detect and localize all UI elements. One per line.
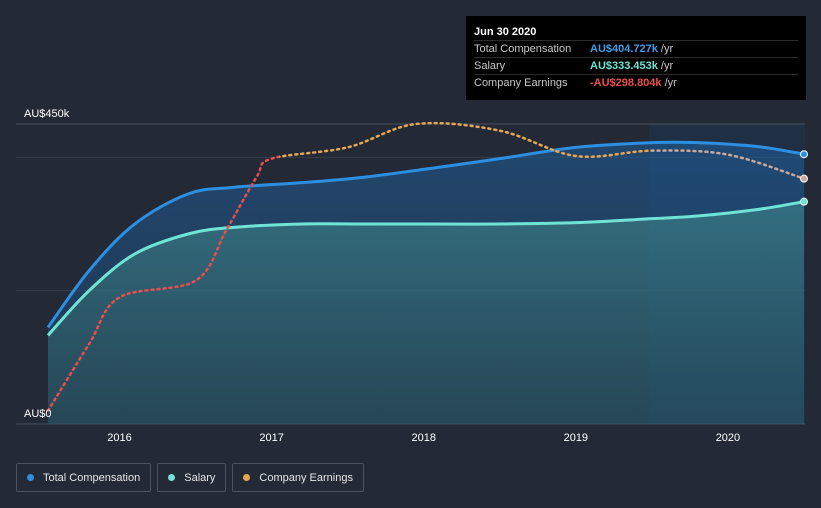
tooltip-label: Total Compensation bbox=[474, 43, 572, 55]
series-lines bbox=[46, 121, 806, 412]
legend-dot-icon bbox=[168, 474, 176, 481]
y-tick-label-zero: AU$0 bbox=[24, 408, 52, 420]
total-compensation-line bbox=[46, 140, 805, 329]
chart-legend: Total Compensation Salary Company Earnin… bbox=[16, 463, 370, 492]
legend-dot-icon bbox=[243, 474, 251, 481]
tooltip-label: Salary bbox=[474, 60, 506, 72]
company-earnings-line bbox=[279, 121, 649, 159]
x-tick-label-2016: 2016 bbox=[107, 432, 131, 444]
legend-label: Salary bbox=[184, 471, 216, 484]
salary-line bbox=[46, 200, 805, 337]
salary-end-marker bbox=[800, 197, 808, 206]
y-tick-label-max: AU$450k bbox=[24, 108, 70, 120]
x-tick-label-2019: 2019 bbox=[564, 432, 588, 444]
legend-label: Total Compensation bbox=[43, 471, 141, 484]
legend-item-company-earnings[interactable]: Company Earnings bbox=[232, 463, 364, 492]
legend-dot-icon bbox=[27, 474, 34, 481]
legend-item-salary[interactable]: Salary bbox=[157, 463, 227, 492]
x-tick-label-2017: 2017 bbox=[259, 432, 283, 444]
tooltip-date: Jun 30 2020 bbox=[474, 26, 537, 38]
legend-label: Company Earnings bbox=[259, 471, 353, 484]
tooltip-row-salary: Salary AU$333.453k /yr bbox=[474, 57, 798, 74]
x-tick-label-2018: 2018 bbox=[411, 432, 435, 444]
end-markers bbox=[800, 150, 808, 206]
tooltip-row-company-earnings: Company Earnings -AU$298.804k /yr bbox=[474, 74, 798, 91]
company-earnings-line-loss bbox=[46, 155, 280, 412]
axis-labels: AU$450k AU$0 2016 2017 2018 2019 2020 bbox=[24, 108, 740, 444]
tooltip-value: AU$404.727k bbox=[590, 43, 658, 55]
tooltip-value: AU$333.453k bbox=[590, 60, 658, 72]
tooltip-unit: /yr bbox=[664, 77, 677, 89]
tooltip-row-total-compensation: Total Compensation AU$404.727k /yr bbox=[474, 40, 798, 57]
tooltip-unit: /yr bbox=[660, 60, 674, 72]
tooltip-unit: /yr bbox=[660, 43, 674, 55]
tooltip-value: -AU$298.804k bbox=[590, 77, 662, 89]
area-fills bbox=[48, 142, 804, 424]
salary-area bbox=[48, 201, 804, 424]
total-compensation-end-marker bbox=[800, 150, 808, 159]
data-tooltip: Jun 30 2020 Total Compensation AU$404.72… bbox=[466, 16, 806, 100]
tooltip-label: Company Earnings bbox=[474, 77, 568, 89]
x-tick-label-2020: 2020 bbox=[716, 432, 740, 444]
legend-item-total-compensation[interactable]: Total Compensation bbox=[16, 463, 152, 492]
company-earnings-end-marker bbox=[800, 174, 808, 183]
